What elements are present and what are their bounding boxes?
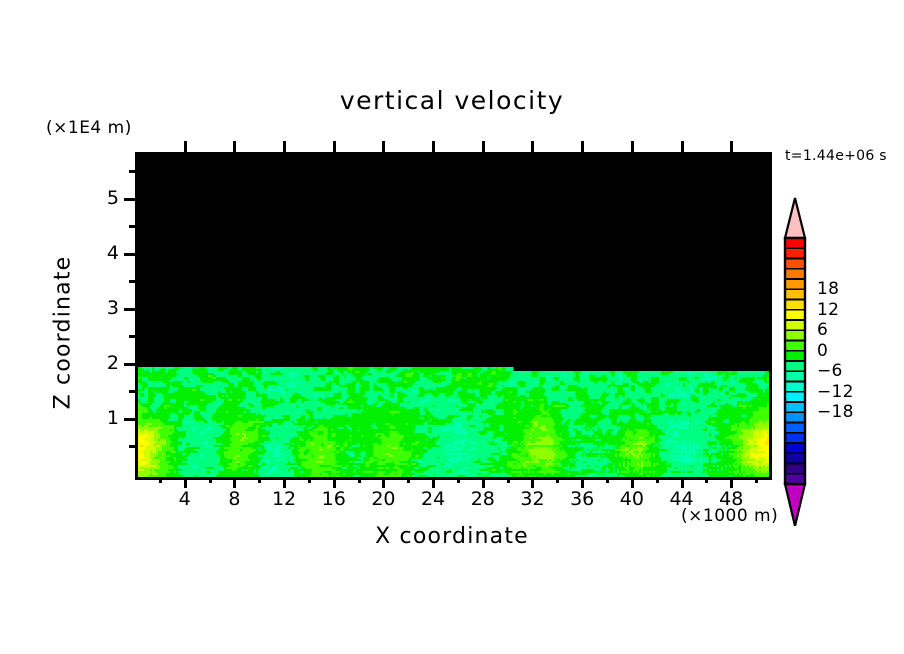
x-tick-major xyxy=(531,477,535,488)
x-tick-minor xyxy=(258,477,262,483)
x-tick-minor xyxy=(407,477,411,483)
colorbar-tick-label: −12 xyxy=(817,381,854,402)
x-tick-major-top xyxy=(531,141,535,152)
vertical-velocity-field xyxy=(138,155,769,477)
x-tick-major xyxy=(183,477,187,488)
y-tick-label: 1 xyxy=(106,406,119,429)
x-tick-major-top xyxy=(680,141,684,152)
x-tick-minor xyxy=(655,477,659,483)
y-tick-major xyxy=(124,362,135,366)
x-tick-label: 16 xyxy=(321,488,346,510)
x-tick-minor xyxy=(208,477,212,483)
colorbar-tick-label: −6 xyxy=(817,361,843,382)
x-tick-major xyxy=(481,477,485,488)
y-tick-minor xyxy=(129,280,135,284)
page-title: vertical velocity xyxy=(339,86,565,115)
y-axis-title: Z coordinate xyxy=(50,255,76,410)
y-tick-label: 3 xyxy=(106,296,119,319)
y-tick-major xyxy=(124,307,135,311)
x-tick-major xyxy=(581,477,585,488)
x-tick-minor xyxy=(606,477,609,483)
y-tick-minor xyxy=(129,170,135,174)
colorbar-tick-label: 18 xyxy=(817,279,840,300)
contour-plot-area xyxy=(135,152,772,480)
colorbar-tick-label: −18 xyxy=(817,402,854,423)
x-tick-label: 8 xyxy=(228,488,241,510)
x-tick-label: 28 xyxy=(470,488,495,510)
x-tick-major-top xyxy=(382,141,386,152)
x-axis-title: X coordinate xyxy=(375,524,529,549)
y-tick-label: 5 xyxy=(106,186,119,209)
x-tick-major xyxy=(283,477,287,488)
x-tick-major-top xyxy=(730,141,734,152)
y-tick-minor xyxy=(129,225,135,229)
colorbar-swatches xyxy=(783,197,807,526)
x-tick-major xyxy=(233,477,237,488)
x-tick-major-top xyxy=(481,141,485,152)
x-tick-label: 36 xyxy=(570,488,595,510)
colorbar xyxy=(778,196,812,526)
x-tick-major-top xyxy=(630,141,634,152)
x-tick-label: 44 xyxy=(669,488,694,510)
x-tick-label: 20 xyxy=(371,488,396,510)
x-axis-unit-label: (×1000 m) xyxy=(681,506,779,526)
x-tick-minor xyxy=(506,477,510,483)
y-tick-label: 4 xyxy=(106,241,119,264)
colorbar-tick-label: 0 xyxy=(817,340,829,361)
colorbar-tick-label: 6 xyxy=(817,320,829,341)
x-tick-minor xyxy=(705,477,709,483)
y-tick-major xyxy=(124,417,135,421)
x-tick-major-top xyxy=(332,141,336,152)
x-tick-major xyxy=(630,477,634,488)
x-tick-major-top xyxy=(233,141,237,152)
colorbar-tick-label: 12 xyxy=(817,299,840,320)
y-tick-label: 2 xyxy=(106,351,119,374)
y-tick-minor xyxy=(129,390,135,394)
x-tick-minor xyxy=(158,477,162,483)
x-tick-major xyxy=(332,477,336,488)
x-tick-minor xyxy=(307,477,311,483)
x-tick-minor xyxy=(556,477,560,483)
x-tick-major-top xyxy=(183,141,187,152)
y-tick-minor xyxy=(129,445,135,449)
y-axis-unit-label: (×1E4 m) xyxy=(46,118,132,138)
x-tick-label: 24 xyxy=(421,488,446,510)
y-tick-major xyxy=(124,197,135,201)
x-tick-major xyxy=(680,477,684,488)
y-tick-major xyxy=(124,252,135,256)
x-tick-major xyxy=(432,477,436,488)
x-tick-major xyxy=(382,477,386,488)
x-tick-label: 4 xyxy=(178,488,191,510)
x-tick-major-top xyxy=(432,141,436,152)
y-tick-minor xyxy=(129,335,135,339)
x-tick-major-top xyxy=(581,141,585,152)
x-tick-label: 12 xyxy=(271,488,297,510)
x-tick-major-top xyxy=(283,141,287,152)
x-tick-minor xyxy=(456,477,460,483)
x-tick-major xyxy=(730,477,734,488)
x-tick-label: 48 xyxy=(719,488,744,510)
x-tick-minor xyxy=(357,477,361,483)
x-tick-label: 32 xyxy=(520,488,545,510)
x-tick-label: 40 xyxy=(619,488,644,510)
timestamp-annotation: t=1.44e+06 s xyxy=(785,148,887,164)
x-tick-minor xyxy=(755,477,759,483)
